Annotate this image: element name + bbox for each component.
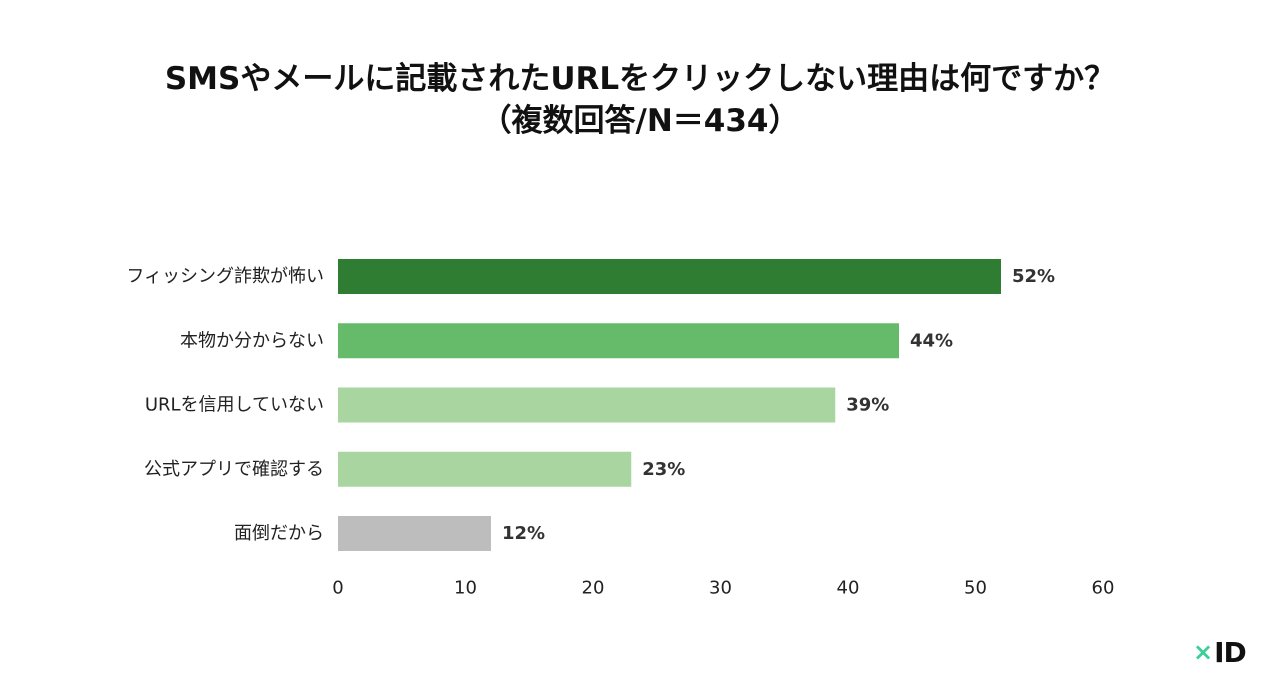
category-label-2: URLを信用していない [145, 395, 324, 416]
category-label-4: 面倒だから [234, 523, 324, 544]
logo-id-text: ID [1214, 635, 1247, 669]
chart-title: SMSやメールに記載されたURLをクリックしない理由は何ですか？ （複数回答/N… [0, 58, 1280, 142]
x-axis-ticks-group: 0 10 20 30 40 50 60 [332, 578, 1114, 599]
value-label-2: 39% [846, 395, 889, 416]
value-label-1: 44% [910, 330, 953, 351]
x-tick-label-5: 50 [964, 578, 987, 599]
x-tick-label-6: 60 [1092, 578, 1115, 599]
bars-group [338, 259, 1001, 551]
x-tick-label-4: 40 [837, 578, 860, 599]
chart-title-line-1: SMSやメールに記載されたURLをクリックしない理由は何ですか？ [164, 61, 1116, 97]
xid-logo: × ID [1193, 635, 1247, 669]
value-label-0: 52% [1012, 266, 1055, 287]
value-label-3: 23% [642, 459, 685, 480]
bar-2 [338, 387, 836, 423]
x-tick-label-0: 0 [332, 578, 343, 599]
category-label-0: フィッシング詐欺が怖い [126, 266, 324, 287]
logo-x-mark: × [1193, 638, 1214, 666]
bar-3 [338, 451, 632, 487]
x-tick-label-1: 10 [454, 578, 477, 599]
x-tick-label-3: 30 [709, 578, 732, 599]
bar-1 [338, 323, 899, 359]
category-label-3: 公式アプリで確認する [144, 459, 324, 480]
category-label-1: 本物か分からない [180, 330, 324, 351]
bar-4 [338, 516, 491, 551]
bar-0 [338, 259, 1001, 294]
value-label-4: 12% [502, 523, 545, 544]
value-labels-group: 52% 44% 39% 23% 12% [502, 266, 1055, 544]
x-tick-label-2: 20 [582, 578, 605, 599]
chart-title-line-2: （複数回答/N＝434） [480, 103, 800, 139]
